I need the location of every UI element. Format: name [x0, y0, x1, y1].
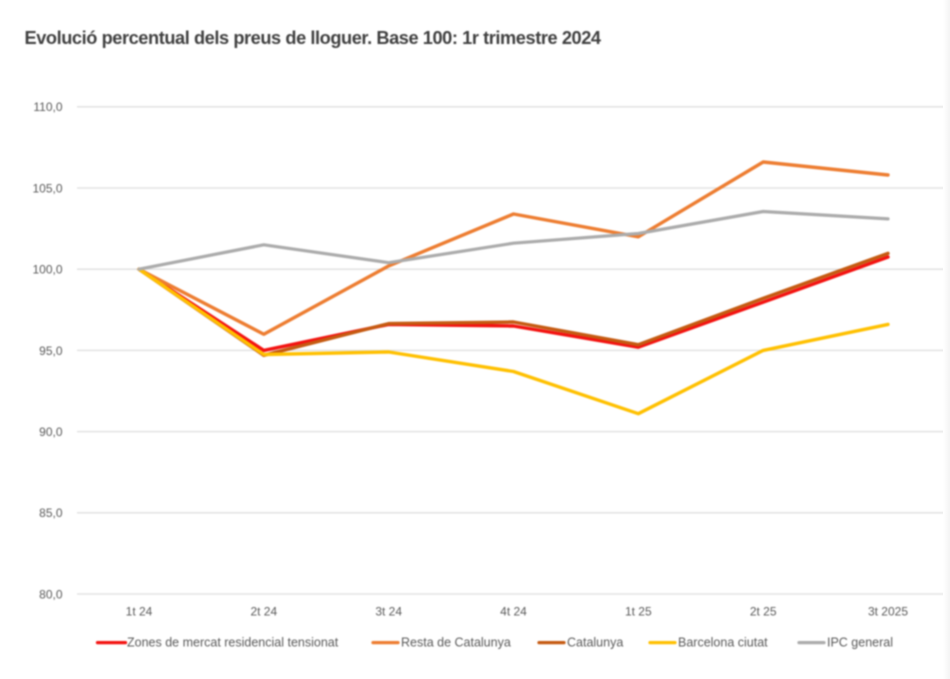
svg-text:4t 24: 4t 24 — [500, 605, 527, 619]
svg-text:100,0: 100,0 — [32, 263, 62, 277]
svg-text:Resta de Catalunya: Resta de Catalunya — [401, 636, 511, 650]
svg-text:80,0: 80,0 — [39, 587, 63, 601]
svg-text:Evolució percentual dels preus: Evolució percentual dels preus de llogue… — [25, 28, 602, 48]
svg-text:IPC general: IPC general — [827, 636, 893, 650]
svg-text:95,0: 95,0 — [39, 344, 63, 358]
svg-text:85,0: 85,0 — [39, 506, 63, 520]
svg-text:105,0: 105,0 — [32, 181, 62, 195]
svg-text:90,0: 90,0 — [39, 425, 63, 439]
svg-text:Catalunya: Catalunya — [567, 636, 623, 650]
svg-text:3t 24: 3t 24 — [375, 605, 402, 619]
svg-text:1t 25: 1t 25 — [625, 605, 652, 619]
svg-text:110,0: 110,0 — [33, 100, 62, 114]
svg-text:Zones de mercat residencial te: Zones de mercat residencial tensionat — [127, 636, 339, 650]
svg-text:2t 24: 2t 24 — [250, 605, 277, 619]
svg-text:1t 24: 1t 24 — [126, 605, 153, 619]
svg-text:2t 25: 2t 25 — [750, 605, 777, 619]
svg-text:Barcelona ciutat: Barcelona ciutat — [678, 636, 768, 650]
svg-text:3t 2025: 3t 2025 — [868, 605, 908, 619]
